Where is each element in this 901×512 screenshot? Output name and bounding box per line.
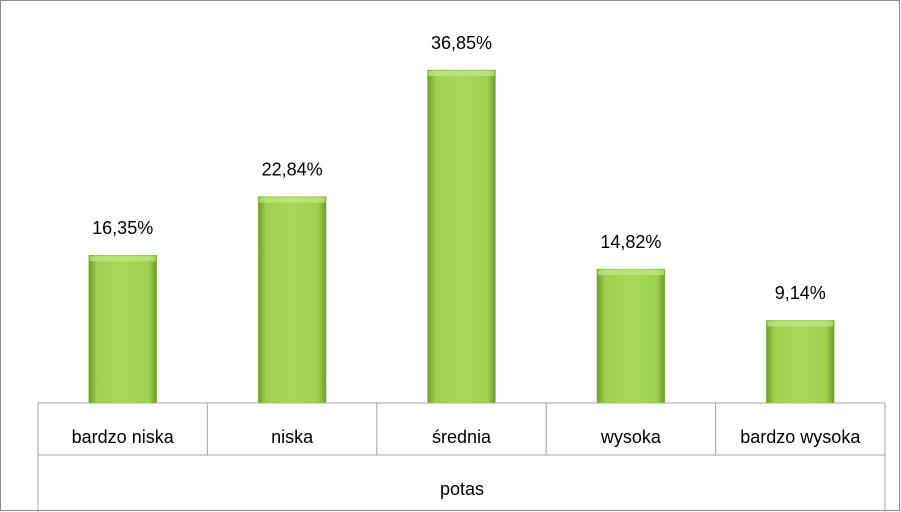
bar [427,69,496,404]
bar-highlight [89,256,156,262]
bar-highlight [259,197,326,203]
value-label: 36,85% [431,33,492,53]
x-tick-label: niska [271,427,314,447]
x-tick-label: bardzo wysoka [740,427,861,447]
bar [88,255,157,404]
x-tick-label: wysoka [600,427,662,447]
x-tick-label: bardzo niska [72,427,175,447]
value-label: 22,84% [262,159,323,179]
bar-highlight [767,321,834,327]
value-label: 9,14% [775,283,826,303]
value-label: 16,35% [92,218,153,238]
bar-highlight [597,270,664,276]
bar [257,196,327,404]
bar [766,320,835,404]
x-axis-label: potas [440,479,484,499]
x-tick-label: średnia [432,427,492,447]
value-label: 14,82% [600,232,661,252]
bar [596,268,666,404]
bar-highlight [428,71,495,76]
